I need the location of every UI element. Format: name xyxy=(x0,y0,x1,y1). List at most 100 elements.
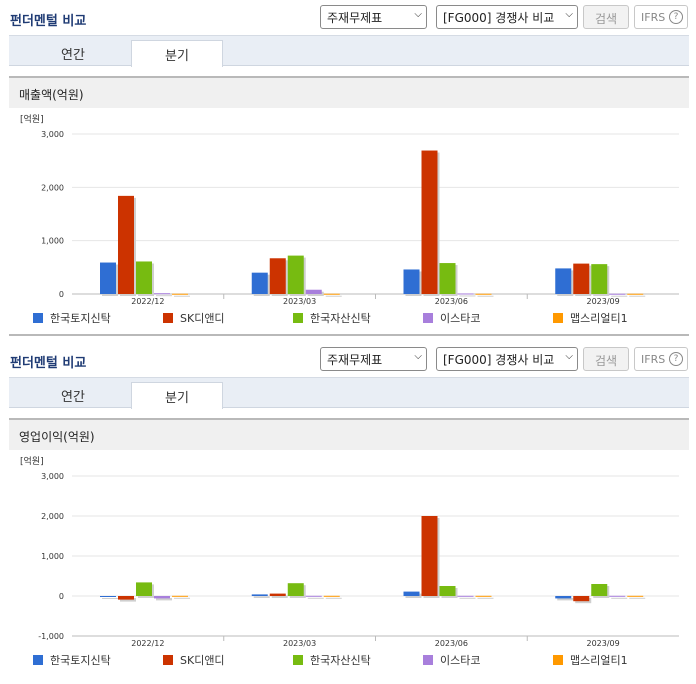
y-tick-label: 1,000 xyxy=(41,237,64,246)
competitor-select[interactable]: [FG000] 경쟁사 비교 ⌵ xyxy=(436,5,578,29)
bar xyxy=(457,293,474,295)
bar xyxy=(305,595,322,597)
unit-label: [억원] xyxy=(20,455,44,467)
bar-shadow xyxy=(271,595,288,598)
bar xyxy=(475,595,492,597)
help-icon[interactable]: ? xyxy=(669,10,683,24)
legend-label: 한국자산신탁 xyxy=(310,312,371,325)
y-tick-label: 0 xyxy=(59,592,64,601)
search-button[interactable]: 검색 xyxy=(583,5,629,29)
bar xyxy=(421,150,438,294)
competitor-select[interactable]: [FG000] 경쟁사 비교 ⌵ xyxy=(436,347,578,371)
y-tick-label: 2,000 xyxy=(41,512,64,521)
legend-swatch xyxy=(553,655,563,665)
legend-label: 한국자산신탁 xyxy=(310,654,371,667)
bar xyxy=(591,264,608,294)
legend-swatch xyxy=(423,655,433,665)
tab-annual[interactable]: 연간 xyxy=(61,48,85,63)
tab-quarterly[interactable]: 분기 xyxy=(131,40,223,67)
chart-box: 영업이익(억원) xyxy=(9,418,689,450)
legend-label: 한국토지신탁 xyxy=(50,312,111,325)
bar xyxy=(627,293,644,295)
legend-swatch xyxy=(33,313,43,323)
tab-quarterly[interactable]: 분기 xyxy=(131,382,223,409)
legend-label: 맵스리얼티1 xyxy=(570,311,628,325)
y-tick-label: 3,000 xyxy=(41,472,64,481)
statement-select-value: 주재무제표 xyxy=(327,353,383,367)
chart-box: 매출액(억원) xyxy=(9,76,689,108)
legend-swatch xyxy=(553,313,563,323)
competitor-select-value: [FG000] 경쟁사 비교 xyxy=(443,11,555,25)
bar xyxy=(251,594,268,596)
period-tabs: 연간 분기 xyxy=(9,35,689,67)
panel-title: 펀더멘털 비교 xyxy=(10,14,87,29)
bar xyxy=(573,596,590,602)
bar xyxy=(172,293,188,295)
chevron-down-icon: ⌵ xyxy=(565,351,573,362)
bar-shadow xyxy=(325,295,342,297)
bar xyxy=(403,591,420,596)
legend-label: 이스타코 xyxy=(440,654,480,667)
bar xyxy=(439,263,456,294)
bar xyxy=(555,268,572,294)
y-tick-label: 1,000 xyxy=(41,552,64,561)
x-tick-label: 2023/03 xyxy=(283,297,316,306)
bar xyxy=(323,293,340,295)
bar-shadow xyxy=(629,295,646,297)
help-icon[interactable]: ? xyxy=(669,352,683,366)
chevron-down-icon: ⌵ xyxy=(414,351,422,362)
bar-shadow xyxy=(629,597,646,599)
statement-select-value: 주재무제표 xyxy=(327,11,383,25)
x-tick-label: 2022/12 xyxy=(131,639,164,648)
bar xyxy=(609,293,626,295)
chart-title: 영업이익(억원) xyxy=(9,420,689,450)
bar xyxy=(573,263,590,294)
statement-select[interactable]: 주재무제표 ⌵ xyxy=(320,347,427,371)
legend-label: 이스타코 xyxy=(440,312,480,325)
bar xyxy=(287,583,304,596)
y-tick-label: -1,000 xyxy=(38,632,64,641)
panel-header: 펀더멘털 비교 주재무제표 ⌵ [FG000] 경쟁사 비교 ⌵ 검색 IFRS… xyxy=(0,342,696,376)
legend-label: SK디앤디 xyxy=(180,312,225,325)
bar xyxy=(136,261,152,294)
search-button[interactable]: 검색 xyxy=(583,347,629,371)
ifrs-label: IFRS xyxy=(641,11,666,24)
unit-label: [억원] xyxy=(20,113,44,125)
bar xyxy=(154,293,170,295)
bar-shadow xyxy=(557,598,574,601)
bar xyxy=(555,596,572,599)
tab-annual[interactable]: 연간 xyxy=(61,390,85,405)
chevron-down-icon: ⌵ xyxy=(565,9,573,20)
bar xyxy=(118,195,134,294)
ifrs-button[interactable]: IFRS ? xyxy=(634,5,688,29)
bar xyxy=(323,595,340,597)
panel-divider xyxy=(9,334,689,336)
y-tick-label: 3,000 xyxy=(41,130,64,139)
x-tick-label: 2023/03 xyxy=(283,639,316,648)
bar xyxy=(439,586,456,596)
bar xyxy=(305,289,322,294)
period-tabs: 연간 분기 xyxy=(9,377,689,409)
bar xyxy=(172,595,188,597)
bar xyxy=(457,595,474,597)
bar xyxy=(154,596,170,599)
bar xyxy=(475,293,492,295)
competitor-select-value: [FG000] 경쟁사 비교 xyxy=(443,353,555,367)
bar xyxy=(269,258,286,294)
legend-swatch xyxy=(33,655,43,665)
bar xyxy=(627,595,644,597)
panel-header: 펀더멘털 비교 주재무제표 ⌵ [FG000] 경쟁사 비교 ⌵ 검색 IFRS… xyxy=(0,0,696,34)
bar-shadow xyxy=(156,295,172,297)
bar xyxy=(287,255,304,294)
bar xyxy=(136,582,152,596)
chart-title: 매출액(억원) xyxy=(9,78,689,108)
revenue-chart: [억원] 0 1,000 2,000 3,000 2022/12 2023/03 2023/… xyxy=(20,113,679,325)
bar xyxy=(609,595,626,597)
statement-select[interactable]: 주재무제표 ⌵ xyxy=(320,5,427,29)
chevron-down-icon: ⌵ xyxy=(414,9,422,20)
legend-swatch xyxy=(423,313,433,323)
operating-profit-chart: [억원] -1,000 0 1,000 2,000 3,000 2022/12 2023/0… xyxy=(20,455,679,667)
bar-shadow xyxy=(253,596,270,598)
ifrs-button[interactable]: IFRS ? xyxy=(634,347,688,371)
bar xyxy=(591,584,608,596)
